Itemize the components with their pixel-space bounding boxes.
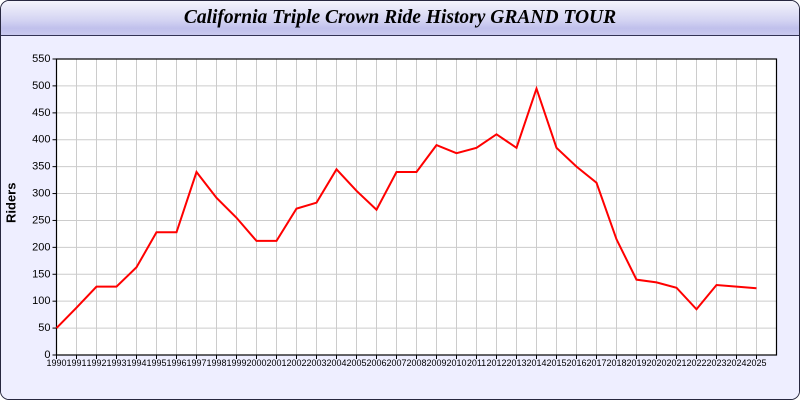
svg-text:1994: 1994	[126, 358, 146, 368]
svg-text:1999: 1999	[226, 358, 246, 368]
svg-text:1992: 1992	[86, 358, 106, 368]
svg-text:2012: 2012	[486, 358, 506, 368]
svg-text:2015: 2015	[546, 358, 566, 368]
svg-text:2009: 2009	[426, 358, 446, 368]
svg-text:2011: 2011	[467, 358, 486, 368]
svg-text:1998: 1998	[206, 358, 226, 368]
svg-text:1991: 1991	[66, 358, 86, 368]
svg-text:2002: 2002	[286, 358, 306, 368]
svg-text:2019: 2019	[626, 358, 646, 368]
svg-text:2006: 2006	[366, 358, 386, 368]
svg-text:2017: 2017	[586, 358, 606, 368]
svg-text:2021: 2021	[666, 358, 686, 368]
svg-text:2001: 2001	[266, 358, 286, 368]
svg-text:2010: 2010	[446, 358, 466, 368]
svg-text:200: 200	[32, 241, 50, 253]
svg-text:2023: 2023	[706, 358, 726, 368]
svg-text:1993: 1993	[106, 358, 126, 368]
svg-text:250: 250	[32, 214, 50, 226]
svg-text:2013: 2013	[506, 358, 526, 368]
svg-text:2014: 2014	[526, 358, 546, 368]
svg-text:50: 50	[38, 322, 50, 334]
svg-text:2020: 2020	[646, 358, 666, 368]
svg-text:500: 500	[32, 80, 50, 92]
svg-text:1997: 1997	[186, 358, 206, 368]
svg-text:2016: 2016	[566, 358, 586, 368]
svg-text:550: 550	[32, 53, 50, 65]
svg-text:2003: 2003	[306, 358, 326, 368]
svg-text:2008: 2008	[406, 358, 426, 368]
svg-text:2022: 2022	[686, 358, 706, 368]
svg-text:1996: 1996	[166, 358, 186, 368]
svg-text:100: 100	[32, 295, 50, 307]
svg-text:2000: 2000	[246, 358, 266, 368]
svg-text:300: 300	[32, 188, 50, 200]
svg-text:2007: 2007	[386, 358, 406, 368]
svg-text:2005: 2005	[346, 358, 366, 368]
svg-text:2024: 2024	[726, 358, 746, 368]
svg-text:1995: 1995	[146, 358, 166, 368]
svg-text:350: 350	[32, 161, 50, 173]
svg-text:1990: 1990	[46, 358, 66, 368]
svg-text:150: 150	[32, 268, 50, 280]
svg-text:400: 400	[32, 134, 50, 146]
svg-text:2025: 2025	[746, 358, 766, 368]
svg-text:2004: 2004	[326, 358, 346, 368]
svg-text:450: 450	[32, 107, 50, 119]
svg-text:2018: 2018	[606, 358, 626, 368]
